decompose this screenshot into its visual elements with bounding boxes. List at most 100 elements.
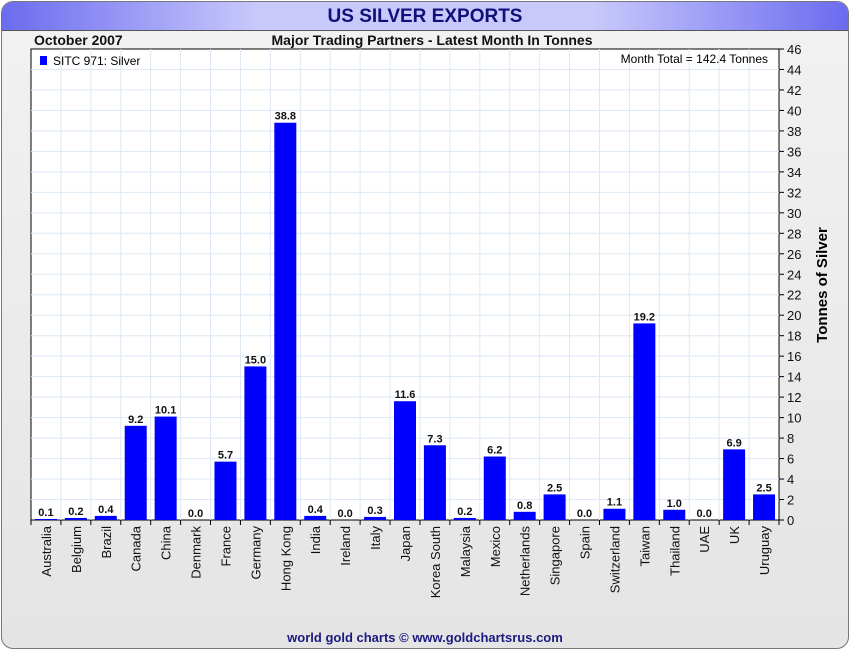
data-label: 0.0 [338, 508, 353, 520]
data-label: 0.0 [697, 508, 712, 520]
bar [274, 122, 297, 520]
data-label: 0.2 [68, 506, 83, 518]
x-tick-label: Thailand [667, 526, 682, 576]
bar [154, 416, 177, 520]
bar [244, 366, 267, 520]
y-tick-label: 18 [787, 329, 801, 344]
data-label: 0.0 [188, 508, 203, 520]
y-tick-label: 0 [787, 513, 794, 528]
x-tick-label: Taiwan [637, 526, 652, 566]
bar [64, 517, 87, 520]
bar [483, 456, 506, 520]
bar [513, 511, 536, 520]
y-tick-label: 46 [787, 42, 801, 57]
x-tick-label: Korea South [428, 526, 443, 598]
bar [633, 323, 656, 520]
x-tick-label: UK [727, 526, 742, 544]
data-label: 2.5 [547, 482, 562, 494]
bar [94, 515, 117, 520]
data-label: 6.9 [726, 437, 741, 449]
y-tick-label: 12 [787, 390, 801, 405]
data-label: 19.2 [634, 311, 655, 323]
y-tick-label: 38 [787, 124, 801, 139]
x-tick-label: France [218, 526, 233, 566]
x-tick-label: Netherlands [518, 526, 533, 597]
period-label: October 2007 [34, 32, 123, 48]
x-tick-label: Brazil [99, 526, 114, 559]
data-label: 0.1 [38, 507, 53, 519]
data-label: 0.8 [517, 500, 532, 512]
x-tick-label: Japan [398, 526, 413, 561]
x-tick-label: Belgium [69, 526, 84, 573]
data-label: 0.4 [308, 504, 324, 516]
y-tick-label: 10 [787, 411, 801, 426]
chart-subtitle: Major Trading Partners - Latest Month In… [272, 32, 593, 48]
x-tick-label: Ireland [338, 526, 353, 566]
chart-title: US SILVER EXPORTS [327, 6, 523, 27]
data-label: 0.3 [367, 505, 382, 517]
x-tick-label: Hong Kong [278, 526, 293, 591]
data-label: 5.7 [218, 450, 233, 462]
bar [663, 509, 686, 520]
y-tick-label: 28 [787, 226, 801, 241]
y-tick-label: 2 [787, 493, 794, 508]
y-tick-label: 4 [787, 472, 794, 487]
x-tick-label: Switzerland [607, 526, 622, 593]
data-label: 0.4 [98, 504, 114, 516]
x-tick-label: Singapore [548, 526, 563, 585]
footer-credit: world gold charts © www.goldchartsrus.co… [287, 630, 563, 645]
bar [304, 515, 327, 520]
x-tick-label: Australia [39, 525, 54, 576]
y-tick-label: 26 [787, 247, 801, 262]
x-tick-label: Spain [578, 526, 593, 559]
bar [603, 508, 626, 520]
bar [124, 425, 147, 520]
title-bar: US SILVER EXPORTS [2, 2, 848, 31]
data-label: 9.2 [128, 414, 143, 426]
y-tick-label: 16 [787, 349, 801, 364]
bar [753, 494, 776, 520]
x-tick-label: Italy [368, 526, 383, 550]
y-tick-label: 30 [787, 206, 801, 221]
x-tick-label: UAE [697, 526, 712, 553]
data-label: 7.3 [427, 433, 442, 445]
bar [34, 518, 57, 520]
y-tick-label: 44 [787, 62, 801, 77]
x-tick-label: Mexico [488, 526, 503, 567]
y-tick-label: 32 [787, 185, 801, 200]
y-tick-label: 42 [787, 83, 801, 98]
legend-label: SITC 971: Silver [53, 54, 140, 68]
data-label: 0.0 [577, 508, 592, 520]
x-tick-label: Malaysia [458, 525, 473, 577]
x-tick-label: India [308, 525, 323, 554]
x-tick-label: Germany [248, 526, 263, 580]
data-label: 38.8 [275, 111, 296, 123]
data-label: 1.1 [607, 497, 622, 509]
y-tick-label: 22 [787, 288, 801, 303]
y-tick-label: 6 [787, 452, 794, 467]
y-tick-label: 8 [787, 431, 794, 446]
y-tick-label: 34 [787, 165, 801, 180]
bar [543, 494, 566, 520]
data-label: 10.1 [155, 405, 176, 417]
bar [394, 401, 416, 520]
x-tick-label: Uruguay [757, 526, 772, 576]
x-tick-label: China [159, 525, 174, 560]
data-label: 11.6 [395, 389, 416, 401]
bar [364, 516, 387, 520]
data-label: 15.0 [245, 354, 266, 366]
data-label: 6.2 [487, 445, 502, 457]
month-total: Month Total = 142.4 Tonnes [621, 52, 768, 66]
y-tick-label: 40 [787, 103, 801, 118]
data-label: 0.2 [457, 506, 472, 518]
y-axis-label: Tonnes of Silver [814, 227, 831, 343]
legend-swatch [40, 56, 47, 65]
bar [453, 517, 476, 520]
data-label: 1.0 [667, 498, 682, 510]
bar [423, 445, 446, 520]
y-tick-label: 14 [787, 370, 801, 385]
y-tick-label: 36 [787, 144, 801, 159]
x-tick-label: Denmark [189, 526, 204, 579]
data-label: 2.5 [756, 482, 771, 494]
